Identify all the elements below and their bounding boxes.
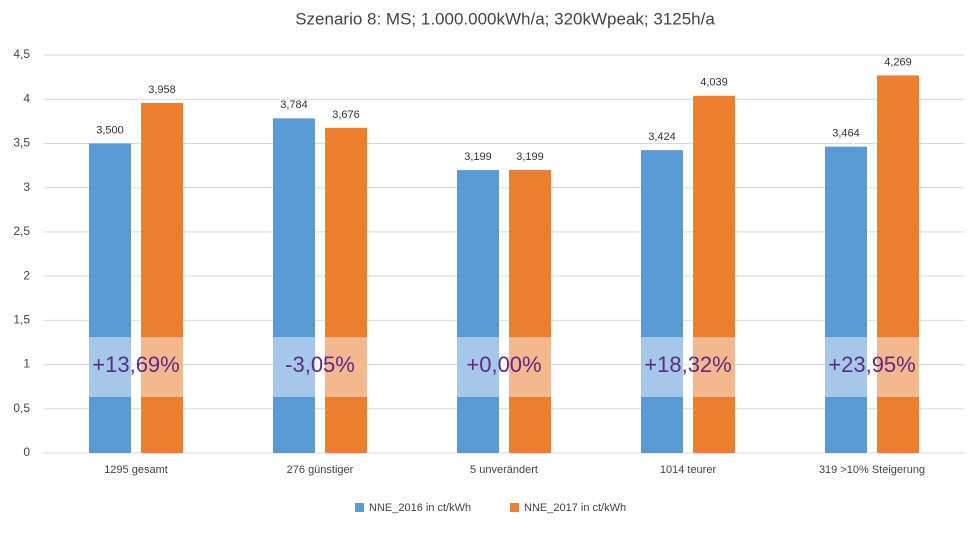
value-label: 4,039 [700, 77, 728, 89]
y-tick-label: 0 [23, 445, 30, 459]
annotation: +18,32% [644, 352, 731, 377]
annotation: +0,00% [466, 352, 541, 377]
bar [693, 95, 735, 453]
y-tick-label: 2 [23, 268, 30, 282]
x-tick-label: 1295 gesamt [104, 464, 168, 476]
bar [273, 118, 315, 453]
bar [641, 150, 683, 453]
legend-swatch [510, 503, 519, 512]
legend-label: NNE_2016 in ct/kWh [369, 502, 471, 514]
y-tick-label: 3,5 [13, 136, 30, 150]
annotation: +13,69% [92, 352, 179, 377]
y-tick-label: 4,5 [13, 47, 30, 61]
annotation: -3,05% [285, 352, 355, 377]
value-label: 4,269 [884, 56, 912, 68]
value-label: 3,958 [148, 84, 176, 96]
y-tick-label: 1 [23, 357, 30, 371]
y-tick-label: 2,5 [13, 224, 30, 238]
value-label: 3,424 [648, 131, 676, 143]
highlight-band [89, 337, 183, 397]
chart-title: Szenario 8: MS; 1.000.000kWh/a; 320kWpea… [295, 9, 715, 28]
bar [325, 127, 367, 453]
bar [89, 143, 131, 453]
value-label: 3,199 [464, 151, 492, 163]
bar [457, 170, 499, 453]
highlight-band [641, 337, 735, 397]
y-tick-label: 0,5 [13, 401, 30, 415]
value-label: 3,500 [96, 124, 124, 136]
value-label: 3,676 [332, 109, 360, 121]
y-tick-label: 1,5 [13, 313, 30, 327]
value-label: 3,784 [280, 99, 308, 111]
bar [509, 170, 551, 453]
x-tick-label: 1014 teurer [660, 464, 717, 476]
y-tick-label: 3 [23, 180, 30, 194]
bar [825, 146, 867, 453]
y-tick-label: 4 [23, 91, 30, 105]
legend-swatch [355, 503, 364, 512]
highlight-band [825, 337, 919, 397]
highlight-band [457, 337, 551, 397]
x-tick-label: 5 unverändert [470, 464, 538, 476]
bar [141, 102, 183, 453]
legend-label: NNE_2017 in ct/kWh [524, 502, 626, 514]
x-tick-label: 319 >10% Steigerung [819, 464, 925, 476]
value-label: 3,464 [832, 128, 860, 140]
annotation: +23,95% [828, 352, 915, 377]
value-label: 3,199 [516, 151, 544, 163]
highlight-band [273, 337, 367, 397]
x-tick-label: 276 günstiger [287, 464, 354, 476]
bar [877, 75, 919, 453]
